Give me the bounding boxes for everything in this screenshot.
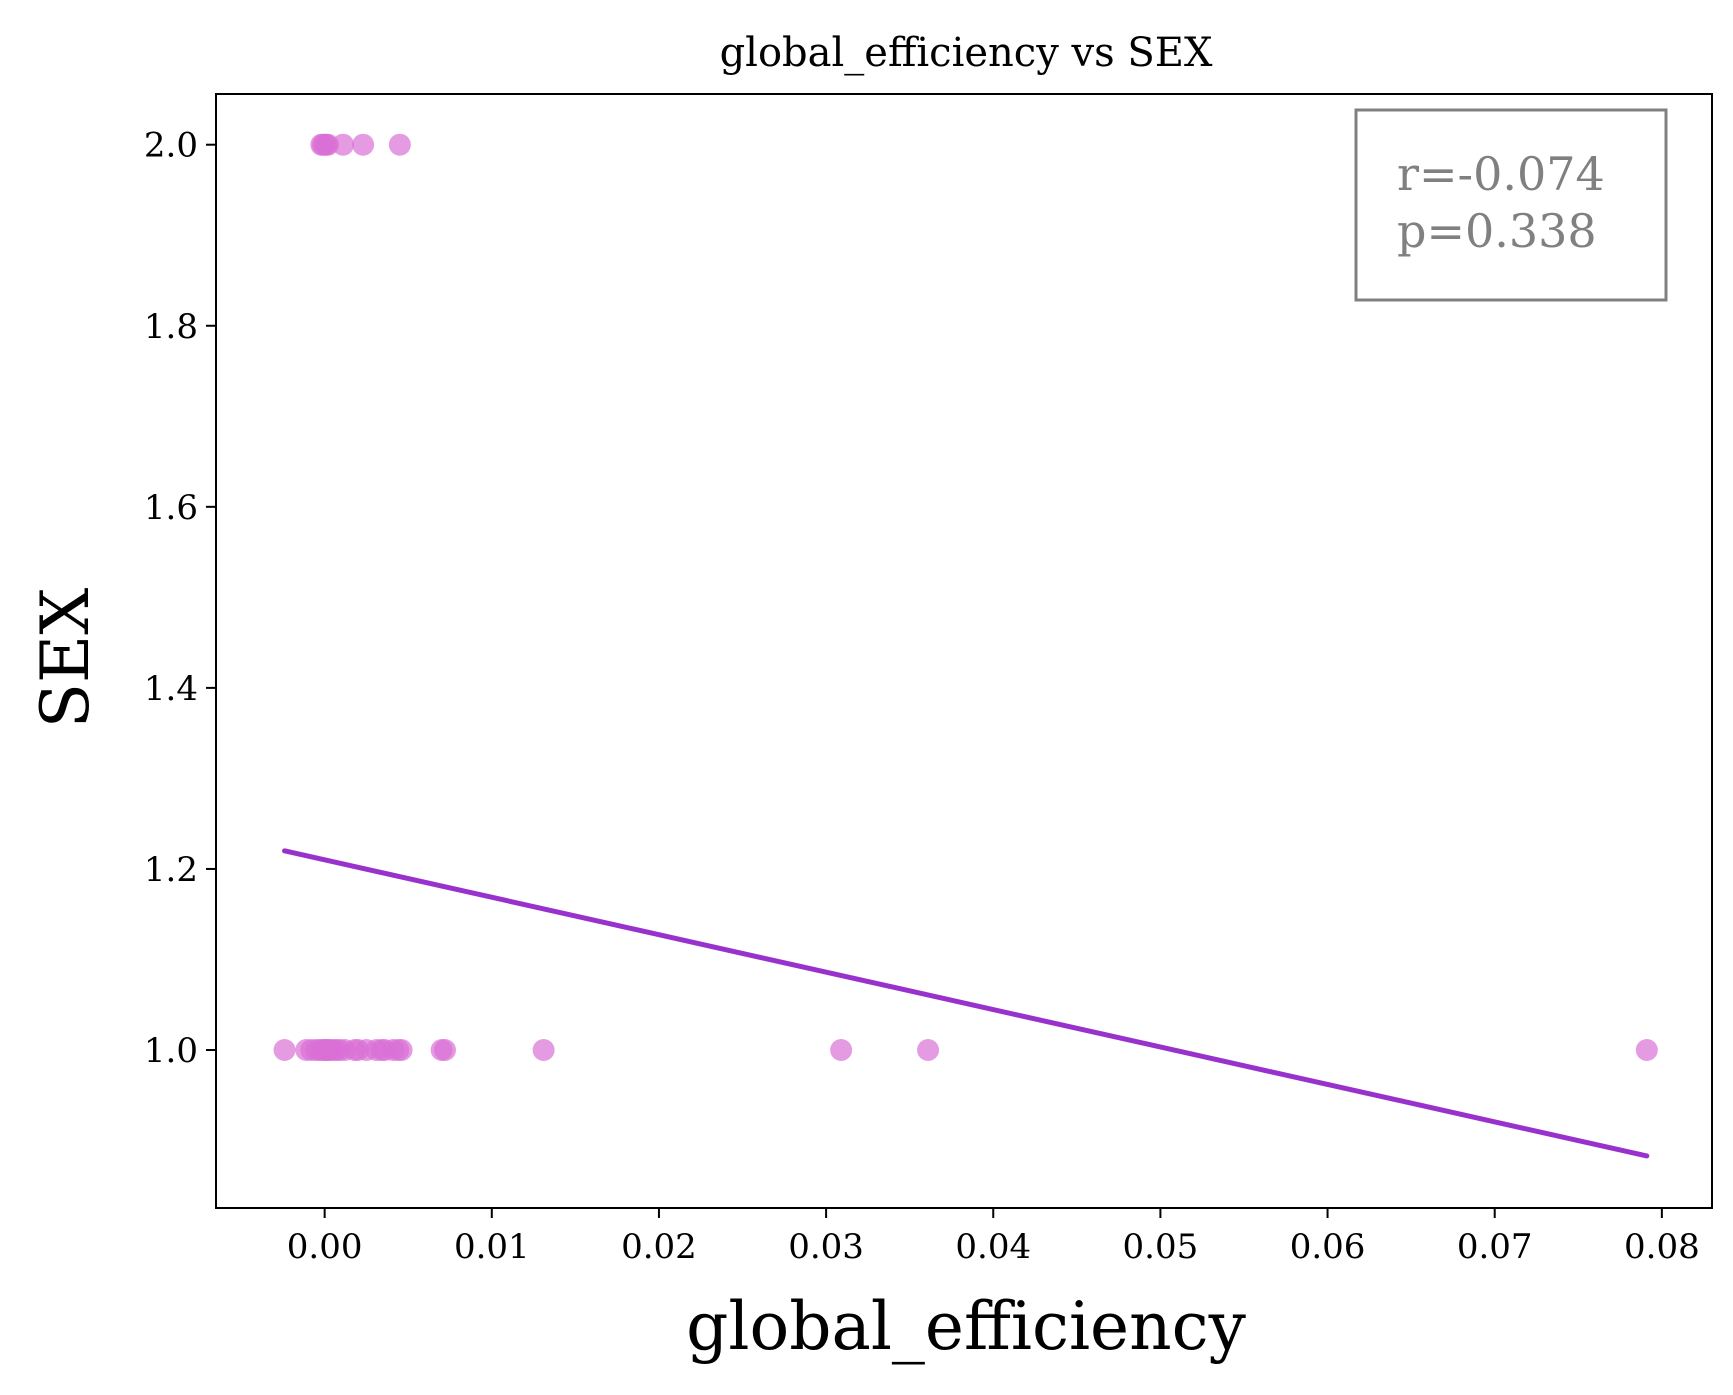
- chart-title: global_efficiency vs SEX: [720, 30, 1213, 76]
- data-point: [332, 133, 355, 156]
- y-axis-label: SEX: [27, 588, 104, 728]
- data-point: [830, 1039, 853, 1062]
- x-tick-label: 0.05: [1123, 1227, 1199, 1267]
- y-tick-label: 1.8: [144, 307, 198, 347]
- data-point: [532, 1039, 555, 1062]
- x-axis-label: global_efficiency: [686, 1288, 1246, 1365]
- x-tick-label: 0.04: [955, 1227, 1031, 1267]
- regression-line: [282, 848, 1650, 1159]
- x-tick-label: 0.08: [1624, 1227, 1700, 1267]
- data-point: [311, 133, 334, 156]
- data-point: [352, 133, 375, 156]
- y-tick-label: 1.2: [144, 850, 198, 890]
- x-tick-label: 0.01: [454, 1227, 530, 1267]
- x-tick-label: 0.07: [1457, 1227, 1533, 1267]
- stats-annotation-box: [1354, 108, 1668, 302]
- x-tick-label: 0.02: [621, 1227, 697, 1267]
- y-tick-label: 1.6: [144, 488, 198, 528]
- plot-area-frame: [215, 93, 1713, 1209]
- y-tick-label: 1.0: [144, 1031, 198, 1071]
- stats-annotation: r=-0.074 p=0.338: [1354, 108, 1668, 302]
- stats-p-value: p=0.338: [1397, 204, 1597, 258]
- data-point: [273, 1039, 296, 1062]
- x-tick-label: 0.06: [1290, 1227, 1366, 1267]
- data-point: [917, 1039, 940, 1062]
- points-layer: [273, 133, 1658, 1062]
- data-point: [388, 133, 411, 156]
- y-tick-label: 2.0: [144, 126, 198, 166]
- data-point: [1635, 1039, 1658, 1062]
- y-tick-label: 1.4: [144, 669, 198, 709]
- y-axis-ticks: 1.0 1.2 1.4 1.6 1.8 2.0: [144, 126, 216, 1071]
- data-point: [433, 1039, 456, 1062]
- x-tick-label: 0.00: [287, 1227, 363, 1267]
- data-point: [390, 1039, 413, 1062]
- x-axis-ticks: 0.00 0.01 0.02 0.03 0.04 0.05 0.06 0.07 0.08: [287, 1208, 1700, 1267]
- regression-line-layer: [282, 848, 1650, 1159]
- x-tick-label: 0.03: [788, 1227, 864, 1267]
- stats-r-value: r=-0.074: [1397, 147, 1605, 201]
